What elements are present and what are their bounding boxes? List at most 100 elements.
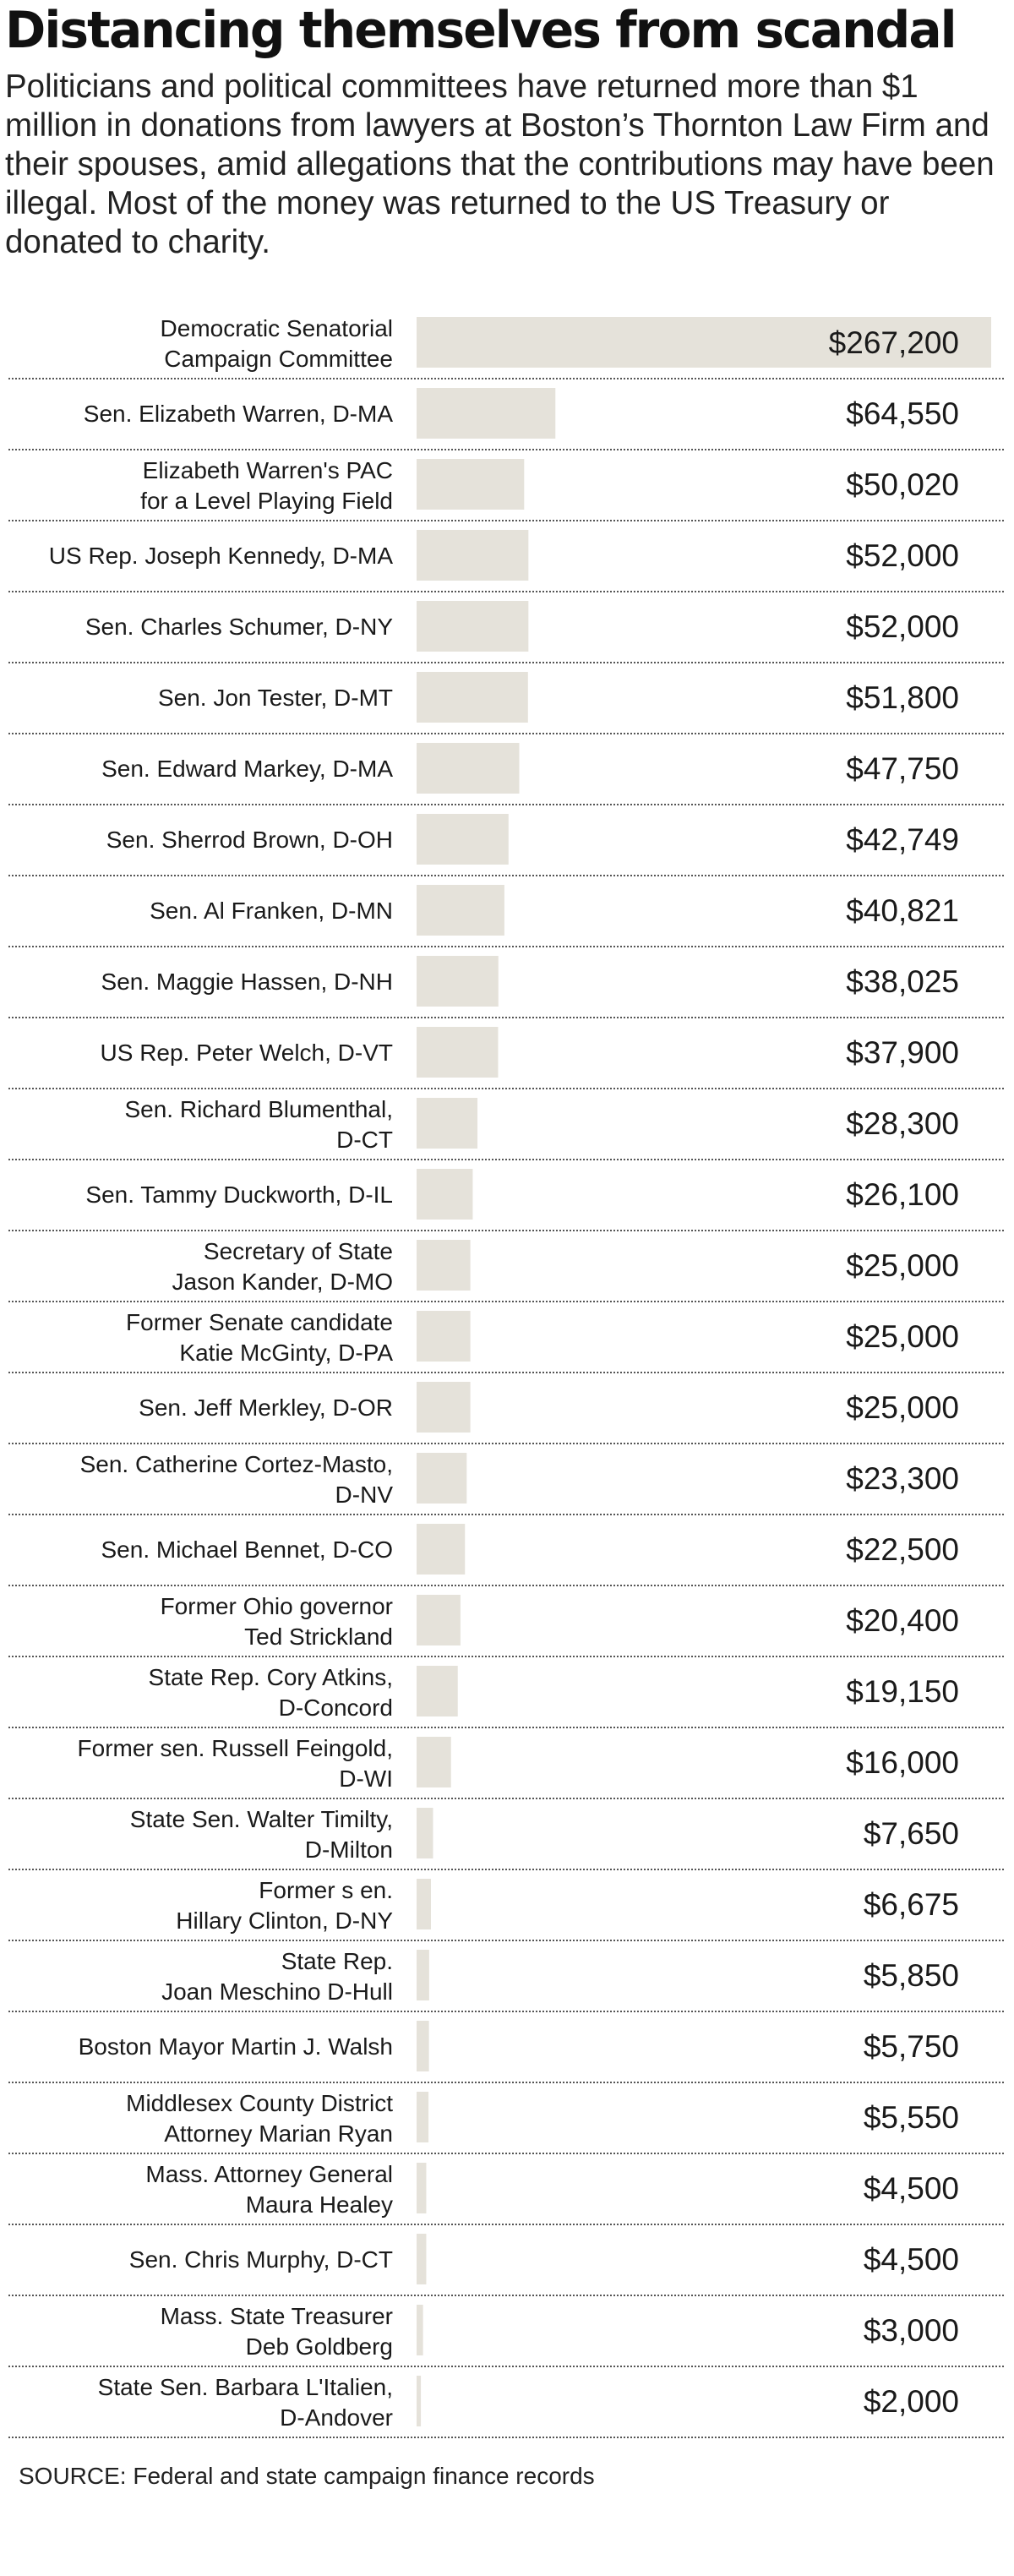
bar-row: Sen. Jon Tester, D-MT $51,800 (8, 672, 1006, 734)
value-label: $20,400 (846, 1603, 959, 1638)
category-label: Sen. Jeff Merkley, D-OR (139, 1394, 393, 1421)
value-label: $37,900 (846, 1035, 959, 1070)
category-label: Mass. Attorney General Maura Healey (145, 2161, 393, 2218)
category-label: Sen. Chris Murphy, D-CT (129, 2246, 393, 2273)
value-label: $22,500 (846, 1532, 959, 1567)
category-label-line: Former s en. (259, 1877, 393, 1903)
category-label-line: D-NV (335, 1482, 394, 1508)
category-label: State Rep. Cory Atkins, D-Concord (149, 1664, 393, 1721)
category-label: Sen. Michael Bennet, D-CO (101, 1536, 394, 1563)
category-label-line: State Sen. Barbara L'Italien, (98, 2374, 393, 2400)
value-label: $25,000 (846, 1319, 959, 1354)
category-label: State Sen. Barbara L'Italien, D-Andover (98, 2374, 393, 2431)
category-label-line: Sen. Elizabeth Warren, D-MA (84, 401, 394, 427)
bar-row: Sen. Edward Markey, D-MA $47,750 (8, 743, 1006, 805)
category-label-line: State Rep. Cory Atkins, (149, 1664, 393, 1690)
value-label: $4,500 (864, 2171, 959, 2206)
bar-row: Former sen. Russell Feingold, D-WI $16,000 (8, 1735, 1006, 1799)
category-label: Former Senate candidate Katie McGinty, D-… (126, 1309, 393, 1366)
bar-row: State Rep. Cory Atkins, D-Concord $19,150 (8, 1664, 1006, 1728)
bar-row: Elizabeth Warren's PAC for a Level Playin… (8, 457, 1006, 521)
value-label: $4,500 (864, 2242, 959, 2277)
category-label-line: Hillary Clinton, D-NY (176, 1907, 393, 1934)
bar-row: State Rep. Joan Meschino D-Hull $5,850 (8, 1948, 1006, 2012)
value-label: $23,300 (846, 1461, 959, 1496)
category-label-line: Jason Kander, D-MO (172, 1269, 393, 1295)
value-label: $25,000 (846, 1390, 959, 1425)
category-label-line: Ted Strickland (244, 1624, 393, 1650)
category-label-line: D-Concord (279, 1695, 393, 1721)
category-label-line: Sen. Tammy Duckworth, D-IL (85, 1182, 393, 1208)
category-label-line: State Sen. Walter Timilty, (130, 1806, 393, 1832)
category-label: Former sen. Russell Feingold, D-WI (78, 1735, 393, 1792)
bar-row: Mass. State Treasurer Deb Goldberg $3,000 (8, 2303, 1006, 2367)
bar-row: Boston Mayor Martin J. Walsh $5,750 (8, 2021, 1006, 2083)
category-label-line: Former Senate candidate (126, 1309, 393, 1335)
bar (417, 1453, 467, 1504)
value-label: $5,550 (864, 2100, 959, 2135)
category-label: Sen. Maggie Hassen, D-NH (101, 969, 393, 995)
bar (417, 1382, 471, 1433)
bar (417, 885, 504, 936)
bar-row: US Rep. Joseph Kennedy, D-MA $52,000 (8, 530, 1006, 592)
value-label: $267,200 (829, 325, 959, 360)
category-label-line: Sen. Catherine Cortez-Masto, (80, 1451, 393, 1477)
bar-row: Mass. Attorney General Maura Healey $4,500 (8, 2161, 1006, 2225)
bar (417, 459, 525, 510)
bar-row: State Sen. Walter Timilty, D-Milton $7,650 (8, 1806, 1006, 1870)
value-label: $26,100 (846, 1177, 959, 1212)
bar (417, 1595, 461, 1645)
category-label-line: Joan Meschino D-Hull (161, 1978, 393, 2005)
bar-row: Sen. Maggie Hassen, D-NH $38,025 (8, 956, 1006, 1018)
category-label-line: US Rep. Joseph Kennedy, D-MA (49, 543, 394, 569)
bar (417, 2305, 423, 2355)
category-label: US Rep. Joseph Kennedy, D-MA (49, 543, 394, 569)
bar (417, 530, 529, 581)
source-note: SOURCE: Federal and state campaign finan… (19, 2463, 595, 2489)
bar-row: Sen. Richard Blumenthal, D-CT $28,300 (8, 1096, 1006, 1160)
category-label-line: Sen. Richard Blumenthal, (124, 1096, 393, 1122)
category-label-line: Sen. Maggie Hassen, D-NH (101, 969, 393, 995)
category-label-line: State Rep. (281, 1948, 393, 1974)
intro-text: Politicians and political committees hav… (5, 68, 995, 260)
bar (417, 2092, 429, 2142)
bar (417, 743, 520, 794)
bar (417, 1027, 499, 1078)
bar-row: Sen. Elizabeth Warren, D-MA $64,550 (8, 388, 1006, 450)
category-label-line: Sen. Edward Markey, D-MA (101, 756, 393, 782)
category-label: Mass. State Treasurer Deb Goldberg (161, 2303, 393, 2360)
category-label-line: Sen. Jon Tester, D-MT (158, 685, 393, 711)
category-label-line: Boston Mayor Martin J. Walsh (79, 2033, 393, 2060)
bar (417, 672, 528, 723)
bar-row: Sen. Chris Murphy, D-CT $4,500 (8, 2234, 1006, 2296)
category-label: Elizabeth Warren's PAC for a Level Playin… (140, 457, 393, 514)
category-label-line: D-WI (339, 1766, 393, 1792)
category-label: Sen. Edward Markey, D-MA (101, 756, 393, 782)
value-label: $64,550 (846, 396, 959, 431)
bar (417, 1169, 473, 1220)
bar (417, 1808, 433, 1858)
bar-row: Sen. Michael Bennet, D-CO $22,500 (8, 1524, 1006, 1586)
bar-row: Former Ohio governor Ted Strickland $20,40… (8, 1593, 1006, 1657)
bar (417, 601, 529, 652)
category-label: Sen. Catherine Cortez-Masto, D-NV (80, 1451, 394, 1508)
category-label-line: Secretary of State (204, 1238, 393, 1264)
bar (417, 1098, 478, 1149)
category-label: Democratic Senatorial Campaign Committee (161, 315, 393, 372)
category-label: Sen. Sherrod Brown, D-OH (106, 827, 393, 853)
category-label-line: Former sen. Russell Feingold, (78, 1735, 393, 1761)
category-label: Former Ohio governor Ted Strickland (161, 1593, 393, 1650)
value-label: $7,650 (864, 1816, 959, 1851)
value-label: $40,821 (846, 893, 959, 928)
value-label: $52,000 (846, 609, 959, 644)
category-label-line: Maura Healey (246, 2191, 393, 2218)
value-label: $50,020 (846, 467, 959, 502)
bar-chart: Democratic Senatorial Campaign Committee $… (8, 315, 1006, 2438)
bar-row: Sen. Sherrod Brown, D-OH $42,749 (8, 814, 1006, 876)
category-label-line: Sen. Al Franken, D-MN (150, 898, 393, 924)
bar (417, 1311, 471, 1362)
value-label: $16,000 (846, 1745, 959, 1780)
bar-row: Former s en. Hillary Clinton, D-NY $6,675 (8, 1877, 1006, 1941)
bar-row: Sen. Jeff Merkley, D-OR $25,000 (8, 1382, 1006, 1444)
category-label-line: Attorney Marian Ryan (164, 2120, 393, 2147)
